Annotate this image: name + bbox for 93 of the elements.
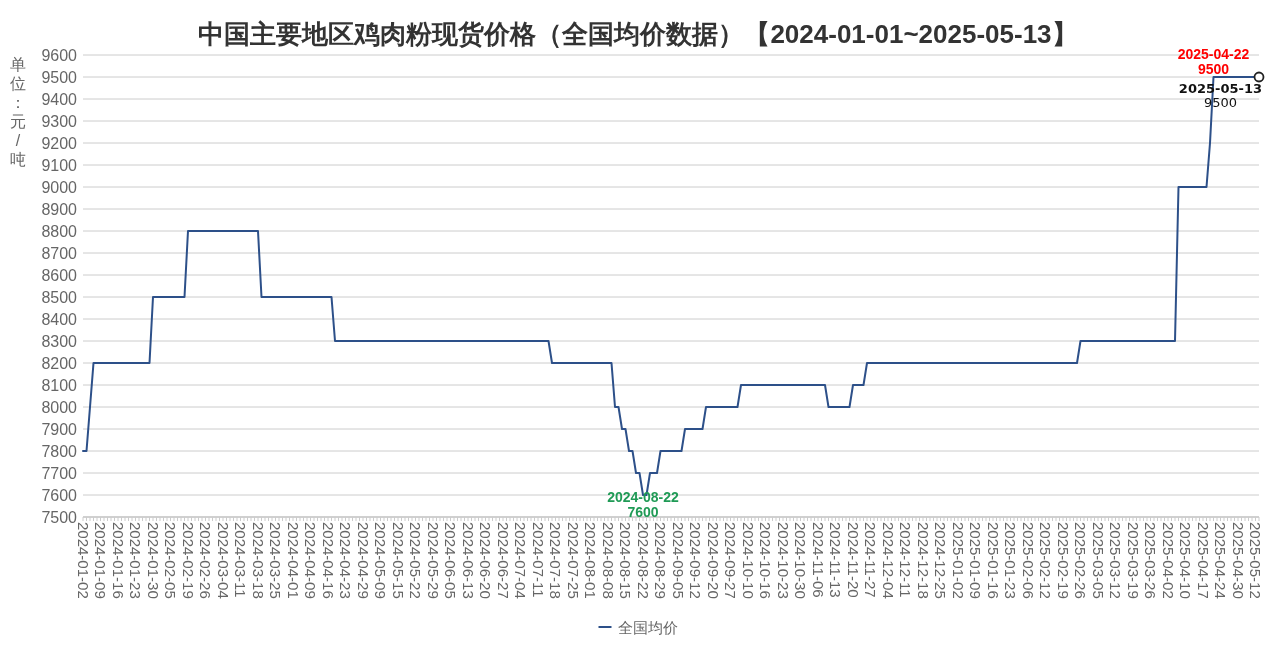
- y-tick-label: 8100: [41, 376, 78, 394]
- x-tick-label: 2024-01-30: [144, 522, 162, 599]
- x-tick-label: 2025-01-23: [1002, 522, 1019, 599]
- y-tick-label: 8600: [41, 266, 78, 284]
- y-tick-label: 9200: [41, 134, 78, 152]
- x-tick-label: 2024-12-04: [879, 522, 897, 599]
- x-tick-label: 2025-02-06: [1019, 522, 1037, 599]
- x-tick-label: 2024-04-29: [354, 522, 372, 599]
- x-tick-label: 2025-04-17: [1194, 522, 1212, 599]
- x-tick-label: 2024-04-23: [337, 522, 354, 599]
- x-tick-label: 2025-05-12: [1247, 522, 1264, 599]
- x-tick-label: 2024-03-25: [267, 522, 284, 599]
- x-tick-label: 2024-05-22: [407, 522, 424, 599]
- y-tick-label: 8500: [41, 288, 78, 306]
- x-tick-label: 2024-02-19: [179, 522, 197, 599]
- y-tick-label: 8400: [41, 310, 78, 328]
- x-tick-label: 2025-04-10: [1177, 522, 1194, 599]
- y-tick-label: 9300: [41, 112, 78, 130]
- y-tick-label: 9000: [41, 178, 78, 196]
- x-tick-label: 2025-03-26: [1142, 522, 1159, 599]
- annotation: 2025-04-22 9500: [1177, 46, 1250, 77]
- chart-title: 中国主要地区鸡肉粉现货价格（全国均价数据）【2024-01-01~2025-05-13】: [198, 19, 1078, 49]
- x-tick-label: 2025-01-09: [967, 522, 984, 599]
- x-tick-label: 2024-06-27: [494, 522, 512, 599]
- x-tick-label: 2024-09-20: [704, 522, 722, 599]
- x-tick-label: 2024-05-09: [372, 522, 389, 599]
- x-tick-label: 2024-03-11: [232, 522, 249, 598]
- y-tick-label: 8000: [41, 398, 78, 416]
- x-tick-label: 2024-08-29: [652, 522, 669, 599]
- x-tick-label: 2025-01-16: [984, 522, 1002, 599]
- x-tick-label: 2024-10-30: [792, 522, 809, 599]
- y-tick-label: 8900: [41, 200, 78, 218]
- x-tick-label: 2025-02-12: [1037, 522, 1054, 599]
- x-tick-label: 2025-02-26: [1072, 522, 1089, 599]
- x-tick-label: 2024-07-11: [529, 522, 547, 598]
- y-tick-label: 9600: [41, 46, 78, 64]
- x-tick-label: 2025-01-02: [949, 522, 967, 599]
- x-tick-label: 2024-03-18: [249, 522, 267, 599]
- annotation: 2024-08-22 7600: [607, 489, 680, 520]
- x-tick-label: 2024-11-13: [827, 522, 844, 598]
- x-tick-label: 2024-06-13: [459, 522, 477, 599]
- x-tick-label: 2025-03-05: [1089, 522, 1107, 599]
- x-tick-label: 2024-12-18: [914, 522, 932, 599]
- y-tick-label: 8700: [41, 244, 78, 262]
- x-tick-label: 2024-10-23: [774, 522, 792, 599]
- x-tick-label: 2025-04-02: [1159, 522, 1177, 599]
- x-tick-label: 2024-07-25: [564, 522, 582, 599]
- x-tick-label: 2025-04-24: [1212, 522, 1229, 599]
- y-tick-label: 9100: [41, 156, 78, 174]
- x-tick-label: 2024-01-23: [127, 522, 144, 599]
- y-tick-label: 9500: [41, 68, 78, 86]
- x-tick-label: 2024-03-04: [214, 522, 232, 599]
- x-tick-label: 2024-10-10: [739, 522, 757, 599]
- x-tick-label: 2025-03-12: [1107, 522, 1124, 599]
- x-tick-label: 2025-03-19: [1124, 522, 1142, 599]
- x-tick-label: 2024-01-09: [92, 522, 109, 599]
- x-tick-label: 2024-12-11: [897, 522, 914, 598]
- x-tick-label: 2024-11-27: [862, 522, 879, 598]
- y-tick-label: 7800: [41, 442, 78, 460]
- y-axis-title: 单位：元/吨: [10, 56, 26, 168]
- y-tick-label: 8800: [41, 222, 78, 240]
- x-tick-label: 2024-09-12: [687, 522, 704, 599]
- x-tick-label: 2024-01-16: [109, 522, 127, 599]
- x-tick-label: 2025-02-19: [1054, 522, 1072, 599]
- y-tick-label: 7600: [41, 486, 78, 504]
- x-tick-label: 2024-05-15: [389, 522, 407, 599]
- y-tick-label: 9400: [41, 90, 78, 108]
- x-tick-label: 2024-04-09: [302, 522, 319, 599]
- x-tick-label: 2024-11-20: [844, 522, 862, 598]
- y-tick-label: 8200: [41, 354, 78, 372]
- x-tick-label: 2024-07-04: [512, 522, 529, 599]
- x-tick-label: 2024-10-16: [757, 522, 774, 599]
- legend-label: 全国均价: [617, 618, 678, 636]
- x-tick-label: 2024-06-05: [442, 522, 459, 599]
- x-tick-label: 2024-08-15: [617, 522, 634, 599]
- x-tick-label: 2024-11-06: [809, 522, 827, 598]
- x-tick-label: 2024-12-25: [932, 522, 949, 599]
- x-tick-label: 2024-04-16: [319, 522, 337, 599]
- x-tick-label: 2024-05-29: [424, 522, 442, 599]
- x-tick-label: 2024-06-20: [477, 522, 494, 599]
- y-tick-label: 7900: [41, 420, 78, 438]
- x-tick-label: 2024-02-26: [197, 522, 214, 599]
- x-tick-label: 2025-04-30: [1229, 522, 1247, 599]
- x-tick-label: 2024-04-01: [284, 522, 302, 599]
- x-tick-label: 2024-08-08: [599, 522, 617, 599]
- x-tick-label: 2024-08-22: [634, 522, 652, 599]
- y-tick-label: 7700: [41, 464, 78, 482]
- x-tick-label: 2024-07-18: [547, 522, 564, 599]
- y-tick-label: 8300: [41, 332, 78, 350]
- x-tick-label: 2024-09-27: [722, 522, 739, 599]
- x-tick-label: 2024-09-05: [669, 522, 687, 599]
- x-tick-label: 2024-08-01: [582, 522, 599, 599]
- x-tick-label: 2024-02-05: [162, 522, 179, 599]
